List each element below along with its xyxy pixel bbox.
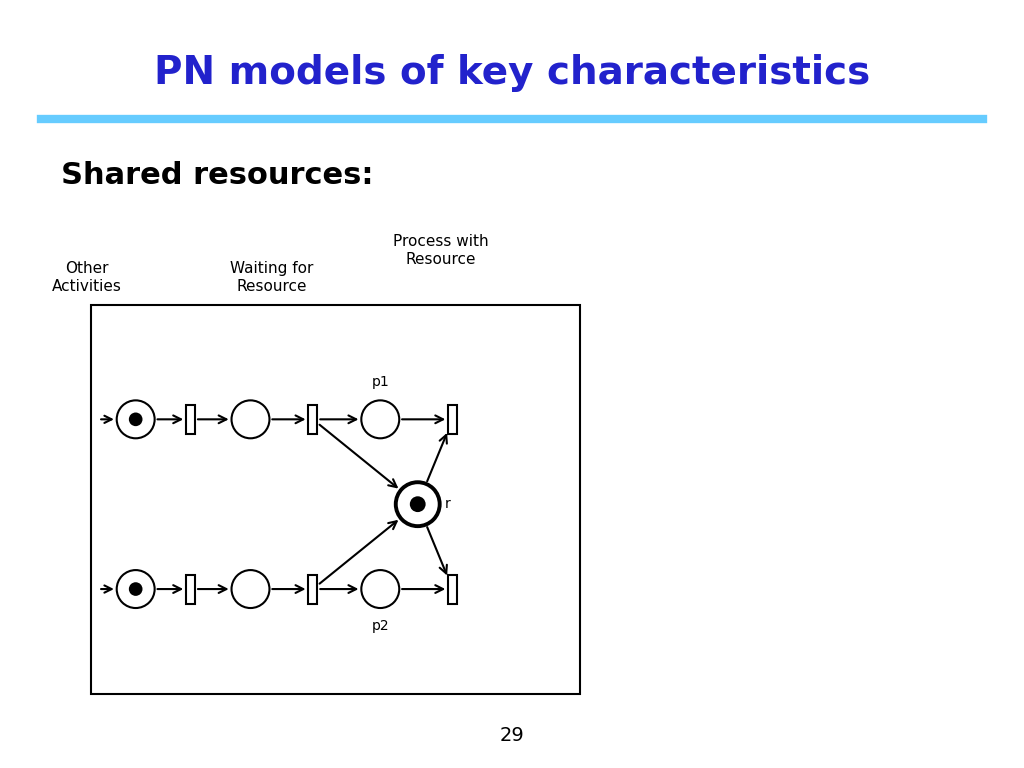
Circle shape: [231, 570, 269, 608]
Text: Process with
Resource: Process with Resource: [392, 234, 488, 266]
Bar: [186, 405, 196, 434]
Circle shape: [410, 496, 426, 512]
Bar: [308, 405, 317, 434]
Text: 29: 29: [500, 726, 524, 745]
Circle shape: [129, 412, 142, 426]
Text: p1: p1: [372, 376, 389, 389]
Circle shape: [231, 400, 269, 439]
Bar: [186, 574, 196, 604]
Text: Other
Activities: Other Activities: [52, 261, 122, 293]
Text: Shared resources:: Shared resources:: [61, 161, 374, 190]
Text: p2: p2: [372, 619, 389, 633]
Circle shape: [117, 400, 155, 439]
Text: r: r: [445, 497, 451, 511]
Text: PN models of key characteristics: PN models of key characteristics: [154, 54, 870, 91]
Bar: [449, 405, 457, 434]
Circle shape: [361, 570, 399, 608]
Bar: [449, 574, 457, 604]
Circle shape: [117, 570, 155, 608]
Circle shape: [361, 400, 399, 439]
Bar: [308, 574, 317, 604]
Circle shape: [129, 582, 142, 596]
Circle shape: [395, 482, 439, 526]
Text: Waiting for
Resource: Waiting for Resource: [229, 261, 313, 293]
